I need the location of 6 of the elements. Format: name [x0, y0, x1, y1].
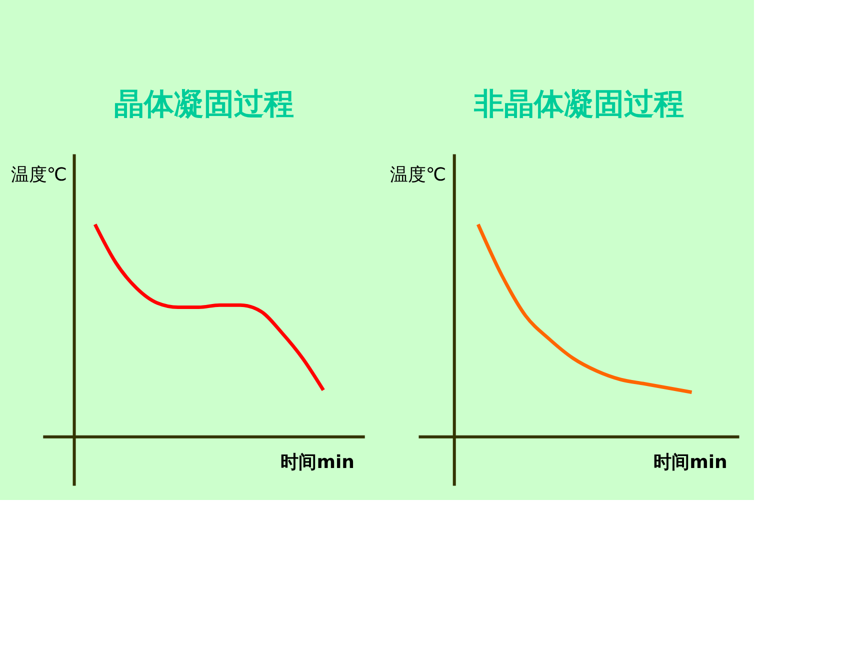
y-axis-title: 温度℃ [390, 164, 446, 186]
chart-title: 非晶体凝固过程 [473, 87, 684, 122]
chart-title: 晶体凝固过程 [114, 87, 294, 122]
x-axis-title: 时间min [654, 452, 728, 473]
y-axis-title: 温度℃ [10, 164, 68, 186]
x-axis-title: 时间min [280, 452, 354, 473]
